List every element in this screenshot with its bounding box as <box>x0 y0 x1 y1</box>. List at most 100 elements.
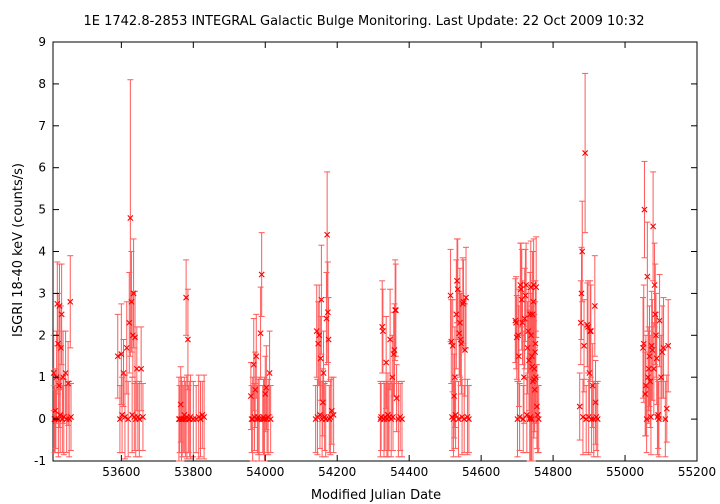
data-point <box>327 414 334 420</box>
data-point <box>67 414 74 420</box>
data-point-stroke <box>247 393 254 400</box>
data-point-stroke <box>592 399 599 406</box>
data-point-stroke <box>255 414 262 420</box>
data-point-stroke <box>139 414 146 420</box>
data-point <box>252 386 259 393</box>
data-point <box>127 214 134 221</box>
data-point <box>452 411 459 418</box>
data-point <box>516 414 523 420</box>
data-point <box>323 315 330 322</box>
data-point <box>528 353 535 360</box>
data-point <box>449 342 456 349</box>
x-axis-label: Modified Julian Date <box>311 488 441 503</box>
data-point <box>579 248 586 255</box>
data-point-stroke <box>63 416 70 423</box>
data-point-stroke <box>52 407 59 414</box>
data-point <box>316 411 323 418</box>
data-point-stroke <box>465 416 472 423</box>
data-point-stroke <box>640 340 647 347</box>
data-point-stroke <box>658 374 665 381</box>
data-point-stroke <box>521 315 528 322</box>
data-point-stroke <box>60 374 67 381</box>
data-point <box>518 286 525 293</box>
data-point-stroke <box>398 416 405 423</box>
data-point <box>52 407 59 414</box>
y-tick-label: 7 <box>38 119 46 133</box>
data-point-stroke <box>528 416 535 423</box>
data-point <box>531 386 538 393</box>
data-point <box>387 336 394 343</box>
data-point-stroke <box>528 353 535 360</box>
x-tick-label: 54600 <box>462 465 500 479</box>
data-markers <box>50 150 672 423</box>
data-point <box>533 403 540 410</box>
data-point-stroke <box>453 311 460 318</box>
data-point <box>67 298 74 305</box>
data-point-stroke <box>458 340 465 347</box>
data-point-stroke <box>651 282 658 289</box>
data-point-stroke <box>588 416 595 423</box>
data-point-stroke <box>655 416 662 423</box>
data-point <box>579 414 586 420</box>
data-point-stroke <box>323 315 330 322</box>
data-point-stroke <box>55 340 62 347</box>
data-point <box>116 416 123 423</box>
data-point <box>121 414 128 420</box>
data-point-stroke <box>250 361 257 368</box>
data-point-stroke <box>330 411 337 418</box>
data-point-stroke <box>584 321 591 328</box>
data-point <box>316 332 323 339</box>
data-point <box>389 374 396 381</box>
data-point-stroke <box>62 370 69 376</box>
data-point-stroke <box>454 286 461 293</box>
data-point-stroke <box>263 384 270 391</box>
data-point-stroke <box>261 416 268 423</box>
data-point <box>136 416 143 423</box>
data-point-stroke <box>516 414 523 420</box>
y-tick-label: 0 <box>38 412 46 426</box>
data-point <box>535 416 542 423</box>
data-point <box>647 378 654 385</box>
data-point-stroke <box>519 319 526 326</box>
data-point-stroke <box>650 365 657 372</box>
data-point-stroke <box>455 416 462 423</box>
data-point-stroke <box>127 214 134 221</box>
data-point <box>447 292 454 299</box>
data-point-stroke <box>642 390 649 397</box>
data-point-stroke <box>57 344 64 351</box>
data-point <box>325 336 332 343</box>
data-point <box>250 361 257 368</box>
plot-frame <box>52 41 698 462</box>
data-point-stroke <box>324 231 331 238</box>
chart-title: 1E 1742.8-2853 INTEGRAL Galactic Bulge M… <box>83 14 644 29</box>
data-point <box>660 344 667 351</box>
data-point-stroke <box>393 395 400 402</box>
data-point <box>266 370 273 376</box>
data-point <box>450 416 457 423</box>
data-point-stroke <box>641 206 648 213</box>
data-point-stroke <box>313 328 320 335</box>
data-point <box>640 340 647 347</box>
y-axis-label: ISGRI 18-40 keV (counts/s) <box>11 163 26 337</box>
data-point <box>133 365 140 372</box>
data-point-stroke <box>579 248 586 255</box>
x-tick-label: 54000 <box>246 465 284 479</box>
data-point-stroke <box>512 317 519 324</box>
data-point-stroke <box>319 399 326 406</box>
data-point-stroke <box>525 357 532 364</box>
data-point-stroke <box>257 330 264 337</box>
data-point-stroke <box>523 411 530 418</box>
data-point-stroke <box>316 411 323 418</box>
data-point-stroke <box>321 414 328 420</box>
y-tick-label: -1 <box>34 454 46 468</box>
data-point-stroke <box>327 414 334 420</box>
data-point-stroke <box>660 344 667 351</box>
data-point-stroke <box>119 411 126 418</box>
data-point <box>138 365 145 372</box>
data-point <box>659 349 666 356</box>
data-point-stroke <box>325 336 332 343</box>
data-point <box>460 298 467 305</box>
data-point-stroke <box>317 355 324 362</box>
data-point <box>649 346 656 353</box>
